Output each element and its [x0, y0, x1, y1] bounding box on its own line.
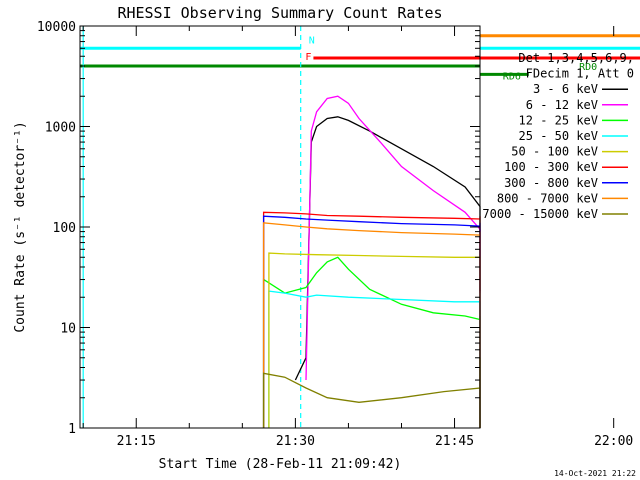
y-tick-label: 10000: [37, 20, 76, 35]
x-tick-label: 21:30: [276, 434, 315, 449]
flag-bars: NFSRD0RD6: [80, 34, 640, 82]
flag-label: N: [309, 35, 315, 46]
legend-entry-label: 3 - 6 keV: [533, 82, 598, 96]
legend-entry-label: 50 - 100 keV: [511, 145, 598, 159]
legend-entry-label: 300 - 800 keV: [504, 176, 598, 190]
series-line: [262, 211, 481, 428]
y-tick-label: 1: [68, 422, 76, 437]
series-line: [305, 95, 481, 381]
chart-title: RHESSI Observing Summary Count Rates: [117, 4, 442, 22]
legend-header: Det 1,3,4,5,6,9,: [518, 51, 634, 65]
legend-header: FDecim 1, Att 0: [526, 67, 634, 81]
legend-entry-label: 800 - 7000 keV: [497, 191, 598, 205]
x-axis-label: Start Time (28-Feb-11 21:09:42): [159, 457, 402, 472]
y-tick-label: 1000: [45, 121, 76, 136]
legend: Det 1,3,4,5,6,9, FDecim 1, Att 03 - 6 keV…: [482, 51, 634, 221]
legend-entry-label: 100 - 300 keV: [504, 160, 598, 174]
flag-label: RD0: [579, 62, 597, 73]
timestamp: 14-Oct-2021 21:22: [554, 469, 636, 478]
x-tick-label: 21:15: [117, 434, 156, 449]
y-axis-ticks: 1 10 100 1000 10000: [37, 20, 480, 437]
x-tick-label: 22:00: [594, 434, 633, 449]
legend-entry-label: 12 - 25 keV: [519, 113, 598, 127]
legend-entry-label: 25 - 50 keV: [519, 129, 598, 143]
flag-label: RD6: [503, 71, 521, 82]
plot-frame: [79, 25, 481, 429]
y-tick-label: 10: [60, 322, 76, 337]
series-line: [262, 357, 481, 428]
y-axis-label: Count Rate (s⁻¹ detector⁻¹): [13, 121, 28, 332]
series-line: [262, 256, 481, 428]
series-line: [294, 116, 481, 381]
series-line: [262, 215, 481, 428]
legend-entry-label: 6 - 12 keV: [526, 98, 598, 112]
series-lines: [262, 95, 481, 428]
legend-entry-label: 7000 - 15000 keV: [482, 207, 598, 221]
x-tick-label: 21:45: [435, 434, 474, 449]
flag-label: F: [305, 52, 311, 63]
y-tick-label: 100: [53, 221, 76, 236]
